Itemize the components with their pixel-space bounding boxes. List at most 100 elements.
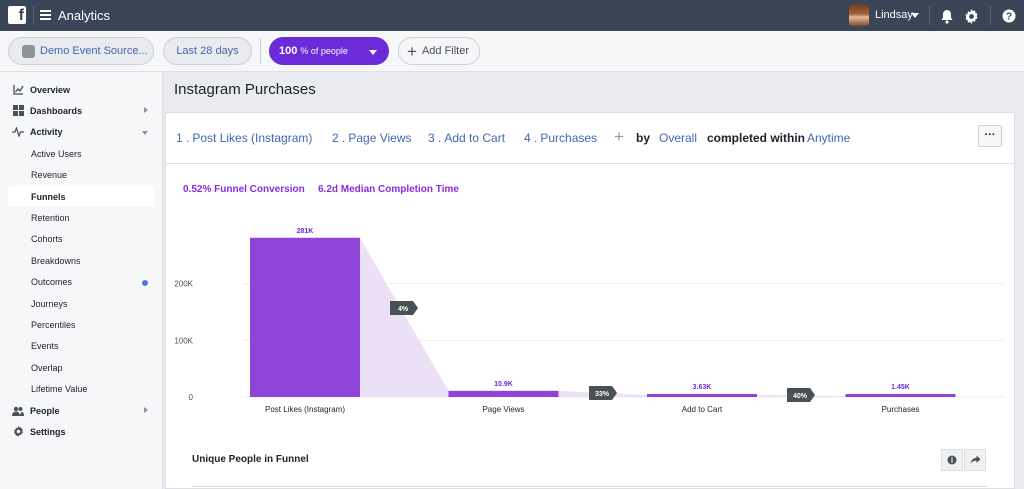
page-title: Instagram Purchases: [174, 81, 316, 98]
sidebar-item-label: People: [30, 405, 60, 416]
sidebar-item-label: Percentiles: [31, 319, 76, 330]
sidebar-item-settings[interactable]: Settings: [8, 421, 154, 442]
sidebar-item-label: Activity: [30, 127, 63, 138]
help-icon[interactable]: ?: [1000, 7, 1018, 25]
sidebar-item-events[interactable]: Events: [8, 336, 154, 357]
date-range-label: Last 28 days: [176, 45, 239, 57]
bar-value-label: 10.9K: [494, 381, 513, 388]
sidebar-item-label: Active Users: [31, 148, 82, 159]
sidebar-item-label: Overlap: [31, 362, 63, 373]
sidebar-item-label: Breakdowns: [31, 255, 81, 266]
app-title: Analytics: [58, 8, 111, 23]
event-source-selector[interactable]: Demo Event Source...: [8, 37, 154, 65]
bar-value-label: 1.45K: [891, 384, 910, 391]
user-name[interactable]: Lindsay: [875, 9, 913, 21]
funnel-chart: 0 100K 200K 281K Post Likes (Instagram) 10.9K…: [174, 228, 1004, 414]
completed-within-label: completed within: [707, 131, 806, 145]
funnel-conversion: 0.52% Funnel Conversion: [183, 184, 305, 195]
sidebar-item-journeys[interactable]: Journeys: [8, 293, 154, 314]
sidebar-item-retention[interactable]: Retention: [8, 207, 154, 228]
gear-icon[interactable]: [962, 7, 980, 25]
bar-value-label: 281K: [297, 228, 314, 235]
activity-icon: [12, 126, 24, 138]
sidebar-item-label: Dashboards: [30, 105, 83, 116]
event-source-label: Demo Event Source...: [40, 45, 148, 57]
y-tick-label: 100K: [174, 336, 193, 345]
info-icon[interactable]: [941, 449, 963, 471]
avatar[interactable]: [849, 4, 869, 26]
conversion-badge-label: 33%: [595, 391, 610, 398]
x-category-label: Purchases: [882, 405, 920, 414]
sidebar-item-activity[interactable]: Activity: [8, 122, 154, 143]
sidebar: Overview Dashboards Activity Active Users Re…: [0, 72, 163, 489]
bar: [647, 394, 757, 397]
chevron-down-icon[interactable]: [911, 13, 919, 18]
x-category-label: Page Views: [482, 405, 524, 414]
funnel-step-2[interactable]: 2 . Page Views: [332, 131, 412, 145]
chevron-down-icon: [369, 50, 377, 55]
people-percent-suffix: % of people: [300, 46, 348, 56]
chevron-right-icon: [144, 107, 148, 114]
grid-icon: [12, 105, 24, 117]
svg-text:?: ?: [1006, 12, 1012, 23]
plus-icon: +: [407, 41, 417, 61]
sidebar-item-outcomes[interactable]: Outcomes: [8, 272, 154, 293]
sidebar-item-label: Overview: [30, 84, 71, 95]
conversion-badge: [787, 388, 815, 402]
sidebar-item-label: Lifetime Value: [31, 384, 88, 395]
sidebar-item-label: Outcomes: [31, 277, 73, 288]
funnel-step-4[interactable]: 4 . Purchases: [524, 131, 598, 145]
sidebar-item-revenue[interactable]: Revenue: [8, 165, 154, 186]
date-range-selector[interactable]: Last 28 days: [163, 37, 252, 65]
people-percent-selector[interactable]: 100% of people: [269, 37, 389, 65]
bar: [448, 390, 559, 397]
sidebar-item-cohorts[interactable]: Cohorts: [8, 229, 154, 250]
menu-icon[interactable]: [40, 10, 51, 20]
funnel-card: 1 . Post Likes (Instagram) 2 . Page Views …: [165, 112, 1015, 489]
sidebar-item-breakdowns[interactable]: Breakdowns: [8, 250, 154, 271]
sidebar-item-label: Settings: [30, 426, 66, 437]
sidebar-item-lifetime-value[interactable]: Lifetime Value: [8, 379, 154, 400]
people-icon: [12, 405, 24, 417]
sidebar-item-overlap[interactable]: Overlap: [8, 357, 154, 378]
completion-window-selector[interactable]: Anytime: [807, 131, 851, 145]
sidebar-item-active-users[interactable]: Active Users: [8, 143, 154, 164]
sidebar-item-percentiles[interactable]: Percentiles: [8, 314, 154, 335]
new-indicator-dot: [142, 279, 148, 286]
sidebar-item-label: Cohorts: [31, 234, 63, 245]
breakdown-selector[interactable]: Overall: [659, 131, 698, 145]
facebook-logo[interactable]: f: [8, 6, 26, 24]
y-tick-label: 200K: [174, 280, 193, 289]
sidebar-item-overview[interactable]: Overview: [8, 79, 154, 100]
sidebar-item-label: Funnels: [31, 191, 66, 202]
chart-icon: [12, 84, 24, 96]
sidebar-item-dashboards[interactable]: Dashboards: [8, 100, 154, 121]
median-completion-time: 6.2d Median Completion Time: [318, 184, 459, 195]
sidebar-item-funnels[interactable]: Funnels: [8, 186, 154, 207]
x-category-label: Add to Cart: [682, 405, 723, 414]
funnel-step-3[interactable]: 3 . Add to Cart: [428, 131, 506, 145]
sidebar-item-label: Retention: [31, 212, 70, 223]
bar: [845, 394, 956, 397]
y-tick-label: 0: [189, 393, 194, 402]
divider: [260, 38, 261, 64]
add-filter-button[interactable]: + Add Filter: [398, 37, 480, 65]
add-step-icon[interactable]: +: [614, 127, 624, 146]
bell-icon[interactable]: [938, 7, 956, 25]
funnel-connector: [360, 237, 449, 397]
by-label: by: [636, 131, 651, 145]
divider: [929, 6, 930, 25]
chevron-right-icon: [144, 407, 148, 413]
sidebar-item-label: Journeys: [31, 298, 68, 309]
sidebar-item-people[interactable]: People: [8, 400, 154, 421]
bar: [250, 237, 360, 397]
conversion-badge: [390, 301, 418, 315]
more-options-button[interactable]: ···: [978, 125, 1002, 147]
sidebar-item-label: Revenue: [31, 170, 68, 181]
divider: [990, 6, 991, 25]
funnel-step-1[interactable]: 1 . Post Likes (Instagram): [176, 131, 313, 145]
chevron-down-icon: [142, 130, 148, 135]
share-icon[interactable]: [964, 449, 986, 471]
bar-value-label: 3.63K: [693, 384, 712, 391]
conversion-badge-label: 40%: [793, 393, 808, 400]
